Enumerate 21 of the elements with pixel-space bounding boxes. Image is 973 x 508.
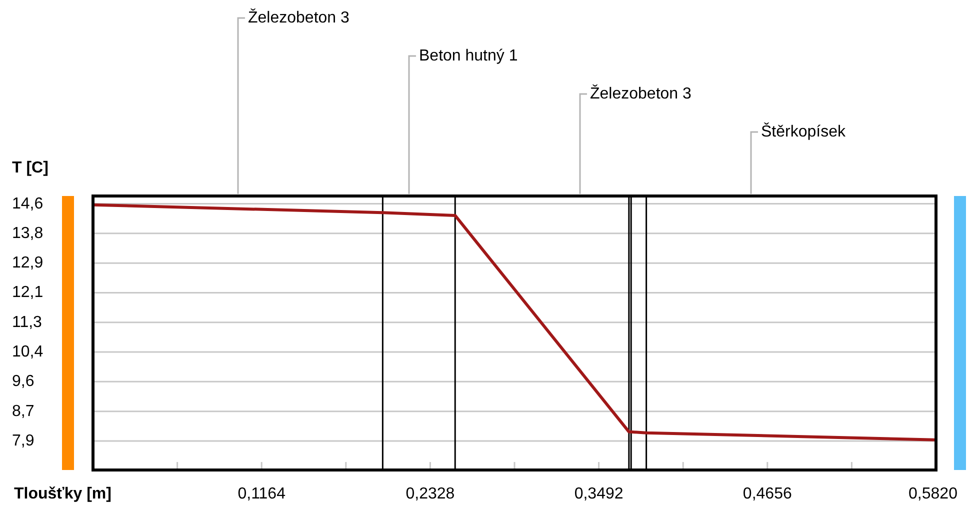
- text: Železobeton 3: [248, 8, 350, 26]
- line-series: [92, 203, 938, 442]
- x-tick-label: 0,5820: [908, 486, 958, 502]
- x-tick-label: 0,3492: [574, 486, 624, 502]
- x-tick-label: 0,2328: [406, 486, 455, 502]
- text: Železobeton 3: [590, 84, 692, 102]
- y-tick-label: 10,4: [12, 344, 44, 361]
- y-tick-label: 8,7: [12, 402, 34, 420]
- x-tick-label: 0,4656: [742, 486, 792, 502]
- y-tick-label: 12,9: [12, 254, 44, 272]
- y-tick-label: 9,6: [12, 373, 34, 390]
- text: Štěrkopísek: [761, 122, 846, 140]
- y-tick-label: 14,6: [12, 195, 44, 212]
- y-tick-label: 11,3: [12, 314, 42, 331]
- y-axis-title: T [C]: [12, 160, 48, 176]
- x-tick-label: 0,1164: [238, 486, 286, 502]
- y-tick-label: 13,8: [12, 224, 44, 242]
- text: Beton hutný 1: [419, 48, 518, 64]
- y-tick-label: 12,1: [12, 284, 44, 302]
- y-tick-label: 7,9: [12, 432, 34, 450]
- x-axis-title: Tloušťky [m]: [14, 486, 112, 502]
